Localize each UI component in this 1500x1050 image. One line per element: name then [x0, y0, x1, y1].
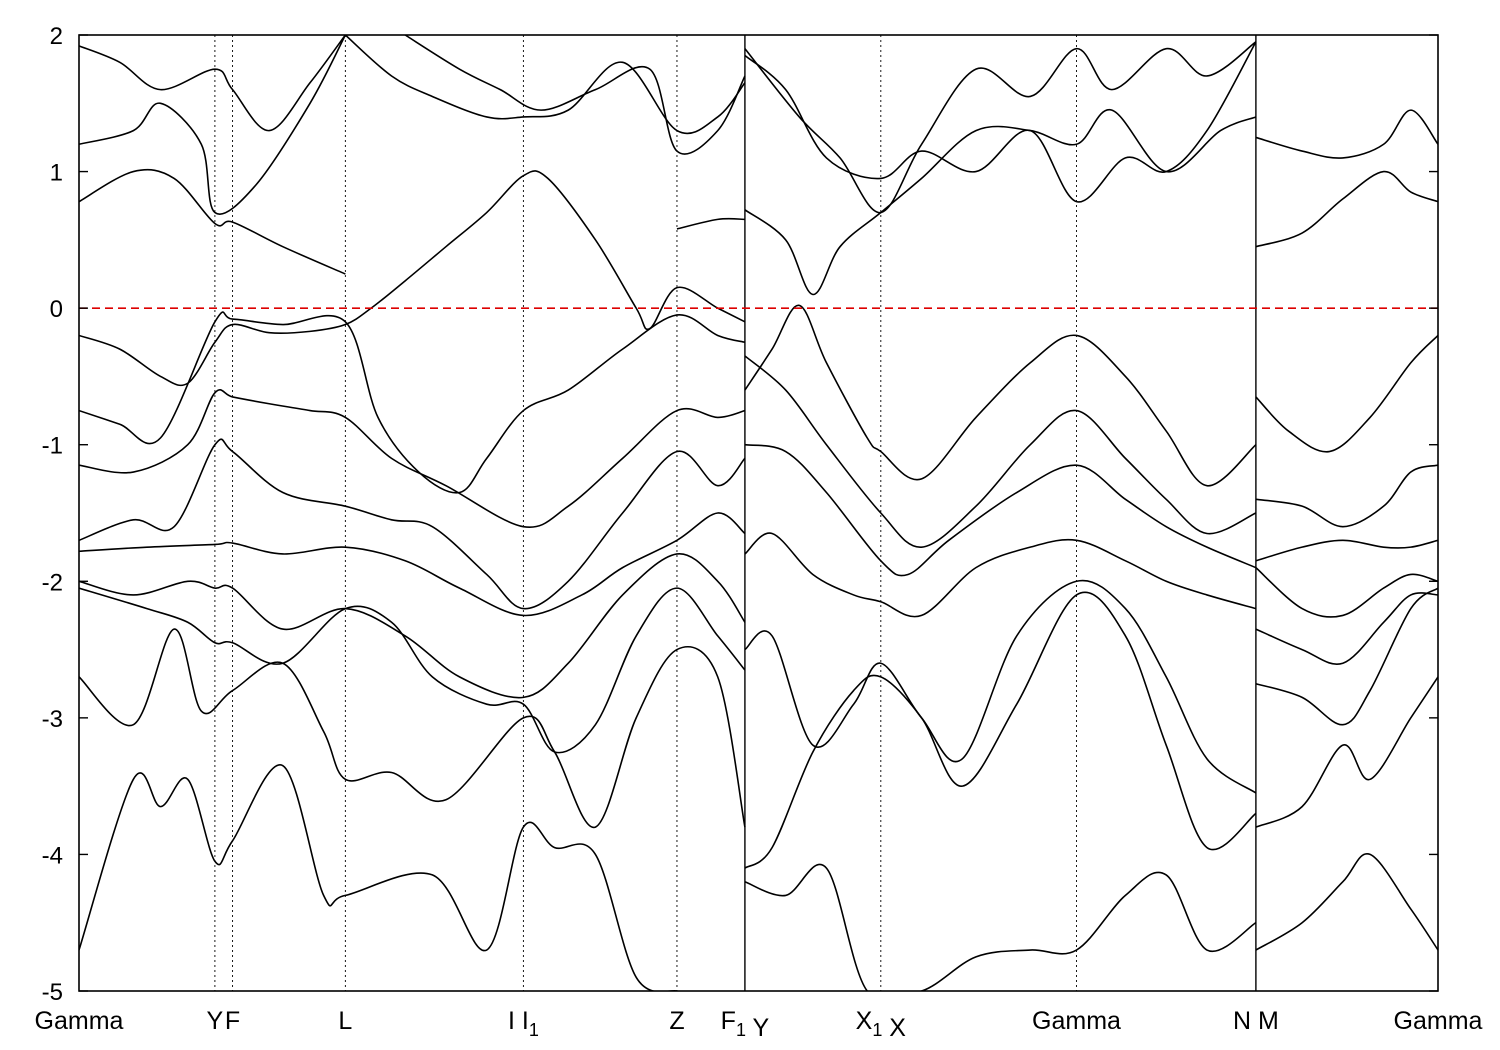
band-line	[79, 553, 746, 699]
band-line	[79, 587, 746, 754]
band-line	[1255, 334, 1438, 453]
band-line	[344, 35, 746, 135]
band-line	[404, 35, 746, 155]
band-line	[1255, 539, 1438, 562]
plot-frame	[78, 34, 1439, 992]
band-line	[79, 389, 746, 529]
band-line	[79, 311, 746, 494]
band-line	[744, 355, 1257, 548]
y-tick-label: -5	[42, 979, 63, 1006]
kpoint-label: Gamma	[1394, 1007, 1483, 1035]
band-line	[744, 304, 1257, 487]
kpoint-label: F1 Y	[721, 1007, 770, 1042]
kpoint-label: F	[225, 1007, 240, 1035]
band-line	[1255, 853, 1438, 951]
band-line	[1255, 464, 1438, 528]
band-line	[79, 168, 346, 275]
band-line	[1255, 592, 1438, 665]
y-tick-label: -3	[42, 706, 63, 733]
kpoint-label: Z	[669, 1007, 684, 1035]
band-line	[744, 41, 1257, 214]
band-line	[744, 443, 1257, 577]
band-lines	[79, 35, 1438, 991]
y-tick-label: -4	[42, 842, 63, 869]
kpoint-label: N M	[1233, 1007, 1279, 1035]
band-line	[1255, 170, 1438, 248]
band-line	[79, 512, 746, 617]
y-tick-label: 2	[50, 23, 63, 50]
band-line	[1255, 676, 1438, 828]
band-line	[79, 35, 347, 132]
band-line	[1255, 567, 1438, 618]
y-tick-label: 1	[50, 160, 63, 187]
kpoint-label: I I1	[508, 1007, 539, 1040]
y-tick-label: -1	[42, 433, 63, 460]
band-line	[744, 579, 1257, 794]
kpoint-label: Gamma	[1032, 1007, 1121, 1035]
band-line	[1255, 587, 1438, 726]
band-line	[744, 863, 1257, 991]
kpoint-labels: Gamma Y F L I I1 Z F1 Y X1 X Gamma N M Gamma	[35, 1007, 1483, 1042]
band-line	[744, 591, 1257, 869]
kpoint-label: X1 X	[856, 1007, 907, 1042]
kpoint-label: Gamma	[35, 1007, 124, 1035]
band-line	[79, 35, 347, 215]
band-line	[79, 170, 746, 387]
band-line	[676, 217, 745, 230]
band-line	[79, 764, 678, 991]
band-line	[1255, 109, 1438, 159]
y-tick-label: -2	[42, 569, 63, 596]
band-line	[79, 438, 746, 610]
band-line	[744, 532, 1257, 618]
kpoint-label: Y	[207, 1007, 224, 1035]
y-axis-ticks: 2 1 0 -1 -2 -3 -4 -5	[42, 23, 1438, 1006]
y-tick-label: 0	[50, 296, 63, 323]
band-line	[79, 628, 746, 828]
kpoint-label: L	[338, 1007, 352, 1035]
band-line	[744, 41, 1257, 203]
